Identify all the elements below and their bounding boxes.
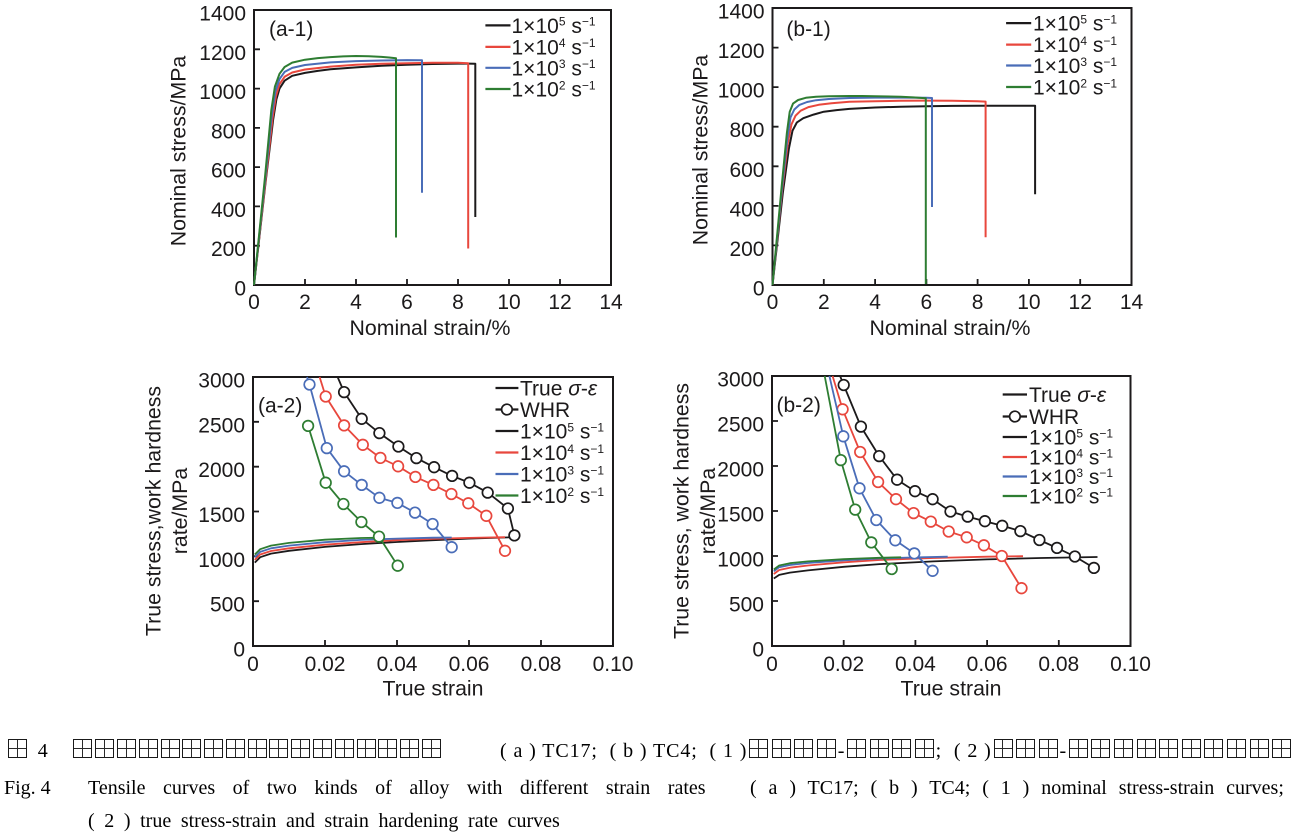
- svg-text:0.04: 0.04: [895, 653, 936, 676]
- svg-text:True strain: True strain: [901, 677, 1002, 701]
- svg-text:1×102 s−1: 1×102 s−1: [520, 485, 604, 508]
- svg-text:0.04: 0.04: [377, 653, 418, 676]
- svg-text:0: 0: [247, 653, 259, 676]
- svg-text:1×102 s−1: 1×102 s−1: [1033, 76, 1117, 99]
- svg-text:12: 12: [548, 291, 571, 314]
- svg-text:0.02: 0.02: [823, 653, 864, 676]
- svg-text:1400: 1400: [718, 1, 765, 24]
- svg-text:2: 2: [299, 291, 311, 314]
- svg-text:500: 500: [729, 594, 764, 617]
- svg-text:rate/MPa: rate/MPa: [696, 468, 720, 555]
- svg-text:1000: 1000: [199, 81, 246, 104]
- svg-text:0.06: 0.06: [967, 653, 1008, 676]
- svg-text:3000: 3000: [717, 369, 764, 392]
- svg-text:0: 0: [767, 291, 779, 314]
- svg-text:1×103 s−1: 1×103 s−1: [1033, 55, 1117, 78]
- svg-text:1×104 s−1: 1×104 s−1: [520, 442, 604, 465]
- svg-text:500: 500: [210, 594, 245, 617]
- svg-text:0.10: 0.10: [1110, 653, 1151, 676]
- svg-text:1×103 s−1: 1×103 s−1: [512, 57, 596, 80]
- svg-text:1200: 1200: [718, 40, 765, 63]
- svg-text:4: 4: [350, 291, 362, 314]
- svg-text:True σ-ε: True σ-ε: [1029, 384, 1107, 407]
- svg-text:4: 4: [869, 291, 881, 314]
- svg-text:True strain: True strain: [383, 677, 484, 701]
- svg-text:1×105 s−1: 1×105 s−1: [520, 420, 604, 443]
- svg-text:(b-1): (b-1): [786, 18, 830, 41]
- svg-text:10: 10: [1017, 291, 1040, 314]
- svg-text:2500: 2500: [198, 414, 245, 437]
- svg-text:(a-2): (a-2): [258, 395, 302, 418]
- svg-text:1000: 1000: [198, 549, 245, 572]
- svg-text:8: 8: [972, 291, 984, 314]
- svg-text:2000: 2000: [717, 459, 764, 482]
- svg-text:1×105 s−1: 1×105 s−1: [512, 15, 596, 38]
- svg-text:400: 400: [729, 198, 764, 221]
- svg-text:Nominal stress/MPa: Nominal stress/MPa: [689, 55, 713, 246]
- svg-text:1200: 1200: [199, 42, 246, 65]
- svg-text:1×103 s−1: 1×103 s−1: [1029, 466, 1113, 489]
- svg-text:0: 0: [234, 278, 246, 301]
- svg-text:1500: 1500: [198, 504, 245, 527]
- svg-text:1×102 s−1: 1×102 s−1: [512, 78, 596, 101]
- svg-text:Nominal strain/%: Nominal strain/%: [870, 316, 1031, 340]
- svg-text:0.08: 0.08: [1038, 653, 1079, 676]
- svg-text:1400: 1400: [199, 3, 246, 26]
- svg-text:2000: 2000: [198, 459, 245, 482]
- svg-text:1×105 s−1: 1×105 s−1: [1033, 12, 1117, 35]
- svg-text:0.10: 0.10: [593, 653, 634, 676]
- svg-text:10: 10: [497, 291, 520, 314]
- svg-text:0.06: 0.06: [449, 653, 490, 676]
- svg-text:0.08: 0.08: [521, 653, 562, 676]
- svg-text:0: 0: [753, 278, 765, 301]
- svg-text:1×104 s−1: 1×104 s−1: [1033, 34, 1117, 57]
- svg-text:Nominal stress/MPa: Nominal stress/MPa: [167, 56, 191, 247]
- svg-text:800: 800: [211, 120, 246, 143]
- svg-text:6: 6: [921, 291, 933, 314]
- svg-text:0: 0: [752, 639, 764, 662]
- svg-text:14: 14: [599, 291, 623, 314]
- svg-text:1×103 s−1: 1×103 s−1: [520, 463, 604, 486]
- svg-text:8: 8: [452, 291, 464, 314]
- svg-text:12: 12: [1069, 291, 1092, 314]
- svg-text:rate/MPa: rate/MPa: [168, 468, 192, 555]
- svg-text:200: 200: [729, 238, 764, 261]
- svg-text:1×104 s−1: 1×104 s−1: [1029, 446, 1113, 469]
- svg-text:WHR: WHR: [520, 399, 570, 422]
- svg-text:WHR: WHR: [1029, 406, 1079, 429]
- svg-text:1000: 1000: [718, 80, 765, 103]
- svg-text:6: 6: [401, 291, 413, 314]
- svg-text:600: 600: [729, 159, 764, 182]
- svg-text:600: 600: [211, 160, 246, 183]
- svg-text:True stress,work hardness: True stress,work hardness: [142, 386, 166, 636]
- svg-text:0.02: 0.02: [305, 653, 346, 676]
- svg-text:True σ-ε: True σ-ε: [520, 378, 598, 401]
- svg-text:0: 0: [233, 639, 245, 662]
- svg-text:3000: 3000: [198, 370, 245, 393]
- svg-text:14: 14: [1120, 291, 1144, 314]
- svg-text:1500: 1500: [717, 504, 764, 527]
- svg-text:0: 0: [248, 291, 260, 314]
- svg-text:1×105 s−1: 1×105 s−1: [1029, 426, 1113, 449]
- svg-text:800: 800: [729, 119, 764, 142]
- svg-text:2500: 2500: [717, 414, 764, 437]
- svg-text:200: 200: [211, 238, 246, 261]
- svg-text:True stress, work hardness: True stress, work hardness: [670, 383, 694, 639]
- svg-text:Nominal strain/%: Nominal strain/%: [350, 316, 511, 340]
- svg-text:(b-2): (b-2): [777, 394, 821, 417]
- svg-text:400: 400: [211, 199, 246, 222]
- svg-text:2: 2: [818, 291, 830, 314]
- svg-text:1×102 s−1: 1×102 s−1: [1029, 485, 1113, 508]
- svg-text:(a-1): (a-1): [269, 18, 313, 41]
- svg-text:1000: 1000: [717, 549, 764, 572]
- svg-text:1×104 s−1: 1×104 s−1: [512, 36, 596, 59]
- svg-text:0: 0: [766, 653, 778, 676]
